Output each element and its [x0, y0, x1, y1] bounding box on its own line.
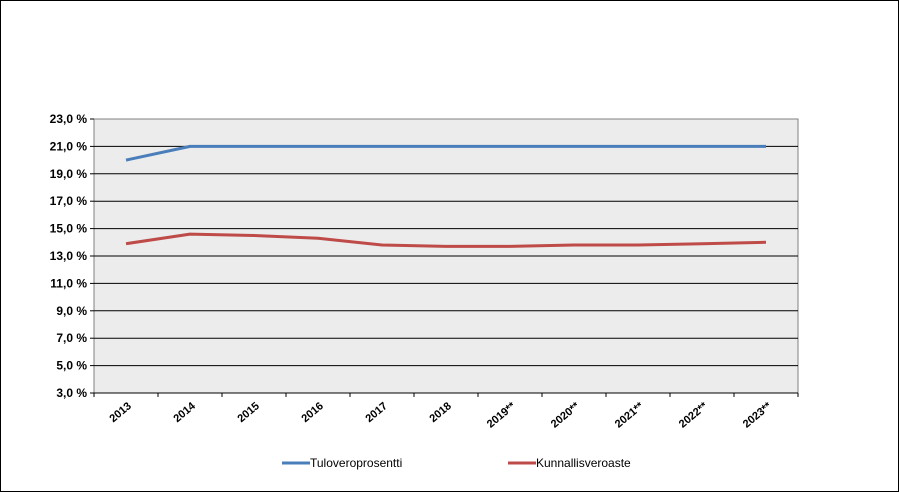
y-tick-label: 13,0 %: [50, 249, 88, 263]
x-tick-label: 2019**: [485, 400, 519, 431]
y-tick-label: 9,0 %: [56, 304, 87, 318]
x-tick-label: 2014: [171, 400, 198, 425]
x-tick-label: 2022**: [677, 400, 711, 431]
legend: Tuloveroprosentti Kunnallisveroaste: [282, 456, 631, 470]
legend-label-1: Kunnallisveroaste: [536, 456, 631, 470]
y-tick-label: 19,0 %: [50, 167, 88, 181]
y-tick-label: 23,0 %: [50, 112, 88, 126]
y-tick-label: 17,0 %: [50, 194, 88, 208]
x-axis-ticks: 2013 2014 2015 2016 2017 2018 2019** 2020** 2021…: [93, 392, 799, 431]
series-line-0: [125, 144, 766, 162]
y-tick-label: 21,0 %: [50, 139, 88, 153]
y-axis-ticks: 3,0 % 5,0 % 7,0 % 9,0 % 11,0 % 13,0 % 15,0 % 17…: [50, 112, 94, 400]
y-tick-label: 5,0 %: [56, 359, 87, 373]
x-tick-label: 2018: [427, 400, 453, 425]
x-tick-label: 2017: [363, 400, 389, 425]
x-tick-label: 2015: [235, 400, 261, 425]
legend-label-0: Tuloveroprosentti: [310, 456, 402, 470]
x-tick-label: 2016: [299, 400, 325, 425]
y-tick-label: 15,0 %: [50, 222, 88, 236]
y-tick-label: 11,0 %: [50, 276, 87, 290]
y-tick-label: 3,0 %: [56, 386, 87, 400]
x-tick-label: 2020**: [549, 400, 583, 431]
x-tick-label: 2013: [107, 400, 133, 425]
x-tick-label: 2023**: [741, 400, 775, 431]
series-line-1: [125, 232, 767, 248]
x-tick-label: 2021**: [613, 400, 647, 431]
y-tick-label: 7,0 %: [56, 331, 87, 345]
series-lines: [125, 144, 767, 248]
